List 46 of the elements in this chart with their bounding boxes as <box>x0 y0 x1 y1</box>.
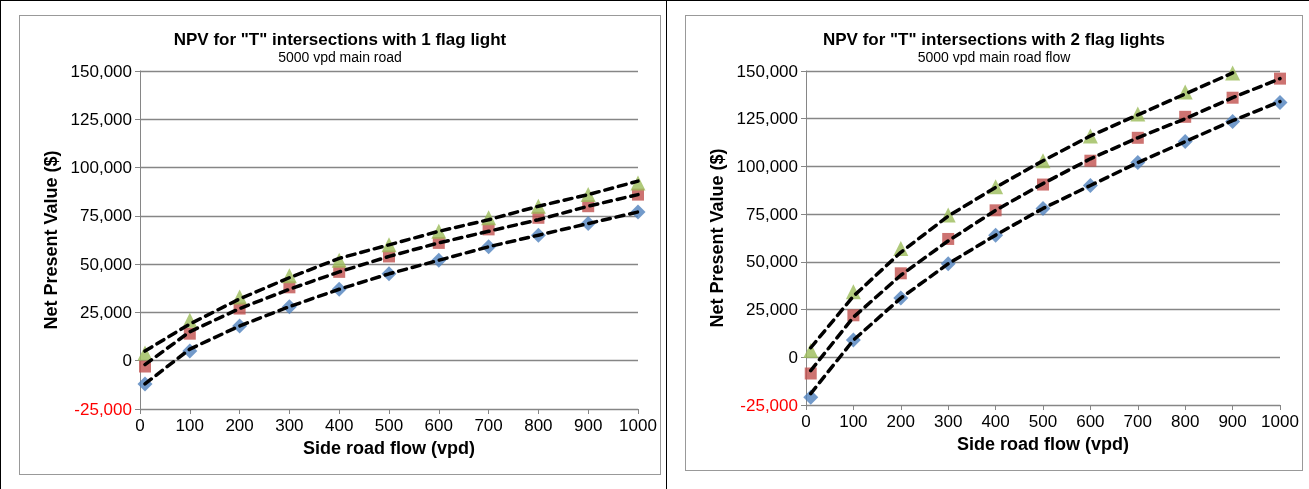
y-axis-title: Net Present Value ($) <box>706 148 727 328</box>
x-tick-label: 800 <box>524 416 553 435</box>
x-tick-label: 400 <box>981 412 1010 431</box>
y-tick-label: 50,000 <box>746 252 798 272</box>
x-tick-label: 300 <box>934 412 963 431</box>
x-tick-label: 0 <box>135 416 145 435</box>
x-tick-label: 800 <box>1171 412 1200 431</box>
y-tick-label: 0 <box>122 351 132 371</box>
x-tick-label: 500 <box>1028 412 1058 431</box>
x-tick-label: 100 <box>839 412 868 431</box>
chart-title: NPV for "T" intersections with 1 flag light <box>173 30 507 49</box>
x-axis-title: Side road flow (vpd) <box>956 434 1130 454</box>
y-axis-title: Net Present Value ($) <box>40 150 61 330</box>
y-tick-label: 75,000 <box>80 206 132 226</box>
x-tick-label: 500 <box>374 416 404 435</box>
x-tick-label: 100 <box>175 416 204 435</box>
x-tick-label: 600 <box>424 416 453 435</box>
x-tick-label: 700 <box>474 416 503 435</box>
y-tick-label: 100,000 <box>70 158 132 178</box>
chart-title: NPV for "T" intersections with 2 flag lights <box>823 30 1165 49</box>
x-tick-label: 400 <box>325 416 354 435</box>
y-tick-label: 50,000 <box>80 254 132 274</box>
x-tick-label: 200 <box>225 416 254 435</box>
x-tick-label: 1000 <box>619 416 657 435</box>
x-tick-label: 200 <box>886 412 915 431</box>
y-tick-label: 125,000 <box>70 109 132 129</box>
x-tick-label: 1000 <box>1261 412 1299 431</box>
y-tick-label: 150,000 <box>70 61 132 81</box>
y-tick-label: 125,000 <box>736 109 798 129</box>
chart-subtitle: 5000 vpd main road <box>278 49 402 65</box>
y-tick-label: -25,000 <box>74 399 132 419</box>
x-tick-label: 300 <box>275 416 304 435</box>
y-tick-label: 150,000 <box>736 61 798 81</box>
y-tick-label: 100,000 <box>736 156 798 176</box>
x-tick-label: 900 <box>1218 412 1247 431</box>
y-tick-label: 75,000 <box>746 204 798 224</box>
y-tick-label: 0 <box>788 347 798 367</box>
x-tick-label: 900 <box>574 416 603 435</box>
y-tick-label: 25,000 <box>80 302 132 322</box>
y-tick-label: 25,000 <box>746 300 798 320</box>
x-tick-label: 700 <box>1123 412 1152 431</box>
chart-subtitle: 5000 vpd main road flow <box>917 49 1072 65</box>
x-tick-label: 0 <box>801 412 811 431</box>
x-axis-title: Side road flow (vpd) <box>302 438 476 458</box>
y-tick-label: -25,000 <box>740 395 798 415</box>
x-tick-label: 600 <box>1076 412 1105 431</box>
